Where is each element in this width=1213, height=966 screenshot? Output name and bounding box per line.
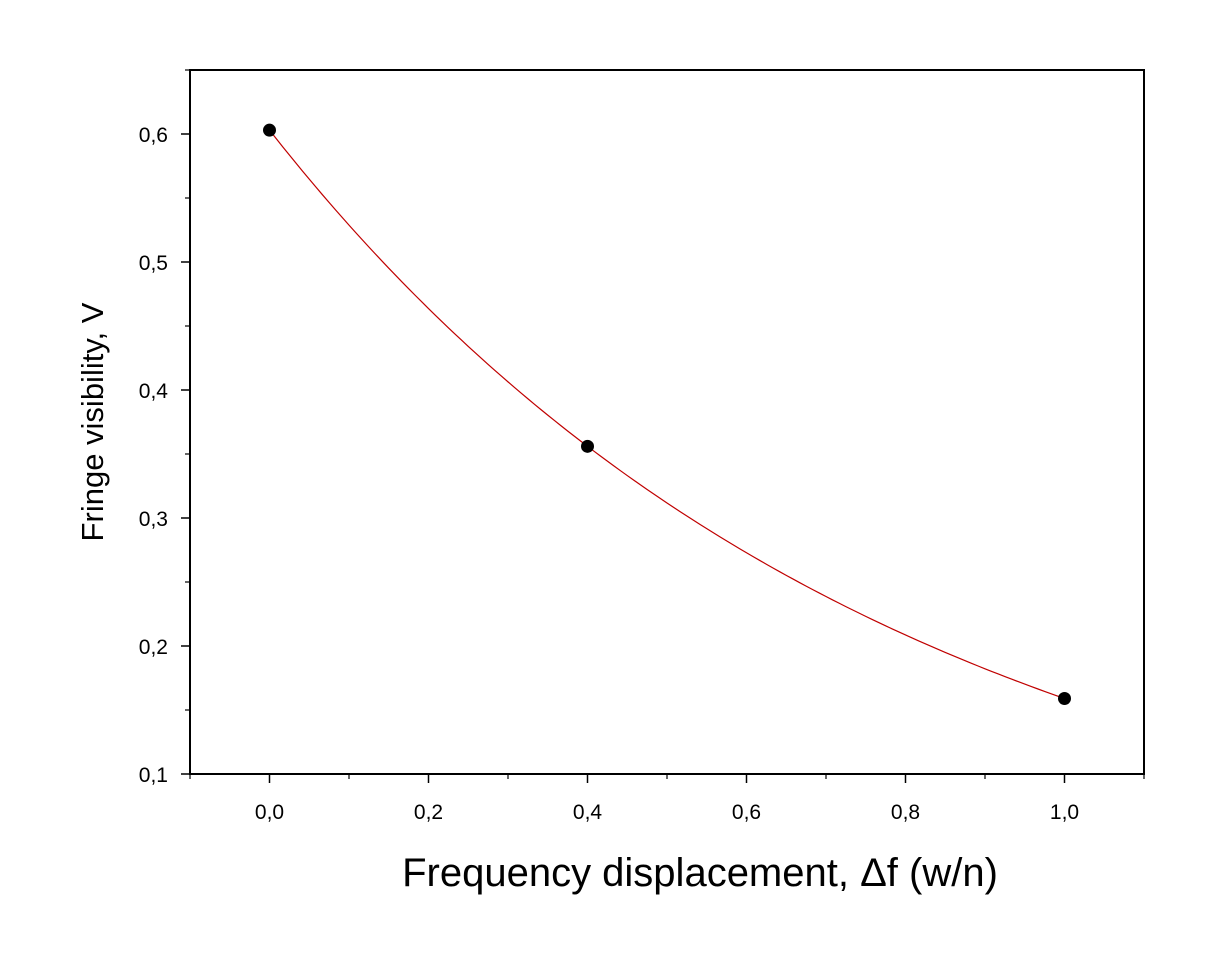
axis-tick-labels: 0,0 0,2 0,4 0,6 0,8 1,0 0,1 0,2 0,3 0,4 0,5 0,6 (139, 124, 1079, 824)
y-axis-title: Fringe visibility, V (75, 302, 110, 541)
x-axis-title: Frequency displacement, Δf (w/n) (402, 851, 998, 895)
data-point (263, 123, 276, 137)
x-tick-label: 0,2 (414, 801, 443, 824)
fit-curve (269, 129, 1065, 700)
x-tick-label: 1,0 (1050, 801, 1079, 824)
data-point (581, 439, 594, 453)
plot-frame (189, 69, 1145, 775)
y-tick-label: 0,3 (139, 508, 168, 531)
y-tick-label: 0,1 (139, 764, 168, 787)
y-tick-label: 0,6 (139, 124, 168, 147)
axis-ticks (181, 69, 1145, 783)
x-tick-label: 0,4 (573, 801, 603, 824)
x-tick-label: 0,0 (255, 801, 284, 824)
y-tick-label: 0,2 (139, 636, 168, 659)
x-tick-label: 0,6 (732, 801, 761, 824)
y-tick-label: 0,5 (139, 252, 168, 275)
data-point (1058, 691, 1071, 705)
y-tick-label: 0,4 (139, 380, 169, 403)
data-points (263, 123, 1071, 705)
x-tick-label: 0,8 (891, 801, 920, 824)
